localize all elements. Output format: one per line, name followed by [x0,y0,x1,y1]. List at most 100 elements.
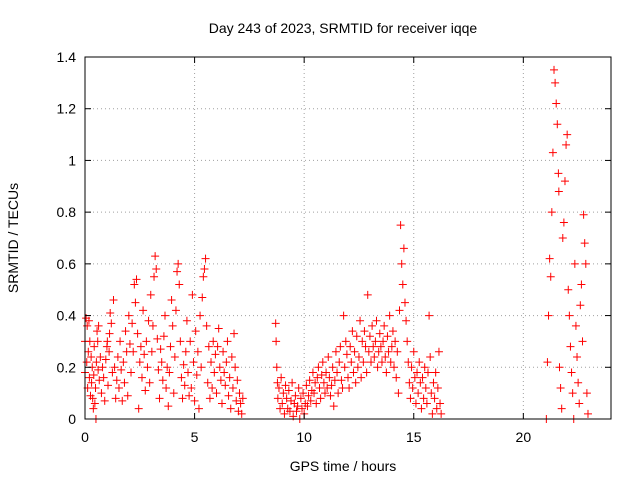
data-point [303,402,312,411]
data-point [190,396,199,405]
data-point [558,234,567,242]
data-point [308,368,317,377]
data-point [89,371,98,380]
data-point [314,363,323,372]
data-point [304,391,313,400]
y-tick-label: 1 [68,152,76,168]
data-point [432,404,441,413]
data-point [88,394,97,403]
data-point [105,329,114,338]
data-point [315,383,324,392]
data-point [212,389,221,398]
data-point [370,352,379,361]
data-point [90,399,99,408]
data-point [405,378,414,387]
data-point [430,394,439,403]
data-point [583,409,592,418]
data-point [101,355,110,364]
data-point [574,378,583,387]
data-point [159,332,168,341]
data-point [350,347,359,356]
axis-ticks [84,56,611,420]
data-point [186,337,195,346]
data-point [345,383,354,392]
data-point [163,363,172,372]
data-point [153,334,162,343]
data-point [326,391,335,400]
data-point [416,378,425,387]
data-point [99,373,108,382]
plot-frame [84,56,612,420]
data-point [207,358,216,367]
data-point [367,358,376,367]
data-point [434,347,443,356]
data-point [363,290,372,299]
data-point [131,298,140,307]
data-point [408,383,417,392]
data-point [200,265,209,274]
data-point [179,360,188,369]
data-point [134,404,143,413]
data-point [428,409,437,418]
data-point [278,399,287,408]
data-point [111,394,120,403]
data-point [231,363,240,372]
data-point [291,391,300,400]
grid [85,57,611,419]
data-point [550,65,559,74]
data-point [305,376,314,385]
data-point [433,383,442,392]
data-point [202,321,211,330]
data-point [400,298,409,307]
data-point [559,218,568,227]
data-point [194,404,203,413]
data-point [210,368,219,377]
data-point [340,363,349,372]
data-point [121,327,130,336]
data-point [360,327,369,336]
data-point [127,368,136,377]
data-point [222,358,231,367]
data-point [411,399,420,408]
data-point [205,394,214,403]
x-tick-label: 5 [191,429,199,445]
data-point [191,327,200,336]
data-point [136,342,145,351]
data-point [397,259,406,268]
data-point [208,383,217,392]
data-point [436,399,445,408]
data-point [82,358,91,367]
data-point [348,327,357,336]
data-point [406,394,415,403]
data-point [425,311,434,320]
data-point [407,363,416,372]
x-axis-label: GPS time / hours [290,458,397,474]
data-point [93,337,102,346]
data-point [377,358,386,367]
data-point [108,368,117,377]
data-point [418,373,427,382]
data-point [426,352,435,361]
data-point [402,316,411,325]
y-tick-label: 1.2 [57,101,77,117]
data-point [180,381,189,390]
data-point [192,371,201,380]
data-point [235,389,244,398]
data-point [386,358,395,367]
data-point [236,399,245,408]
data-point [427,389,436,398]
data-point [543,358,552,367]
data-point [167,296,176,305]
data-point [151,252,160,261]
data-point [156,345,165,354]
data-point [109,296,118,305]
data-point [226,404,235,413]
data-point [94,365,103,374]
data-point [84,347,93,356]
data-point [225,373,234,382]
data-point [168,321,177,330]
data-point [546,272,555,281]
data-point [331,347,340,356]
data-point [160,311,169,320]
